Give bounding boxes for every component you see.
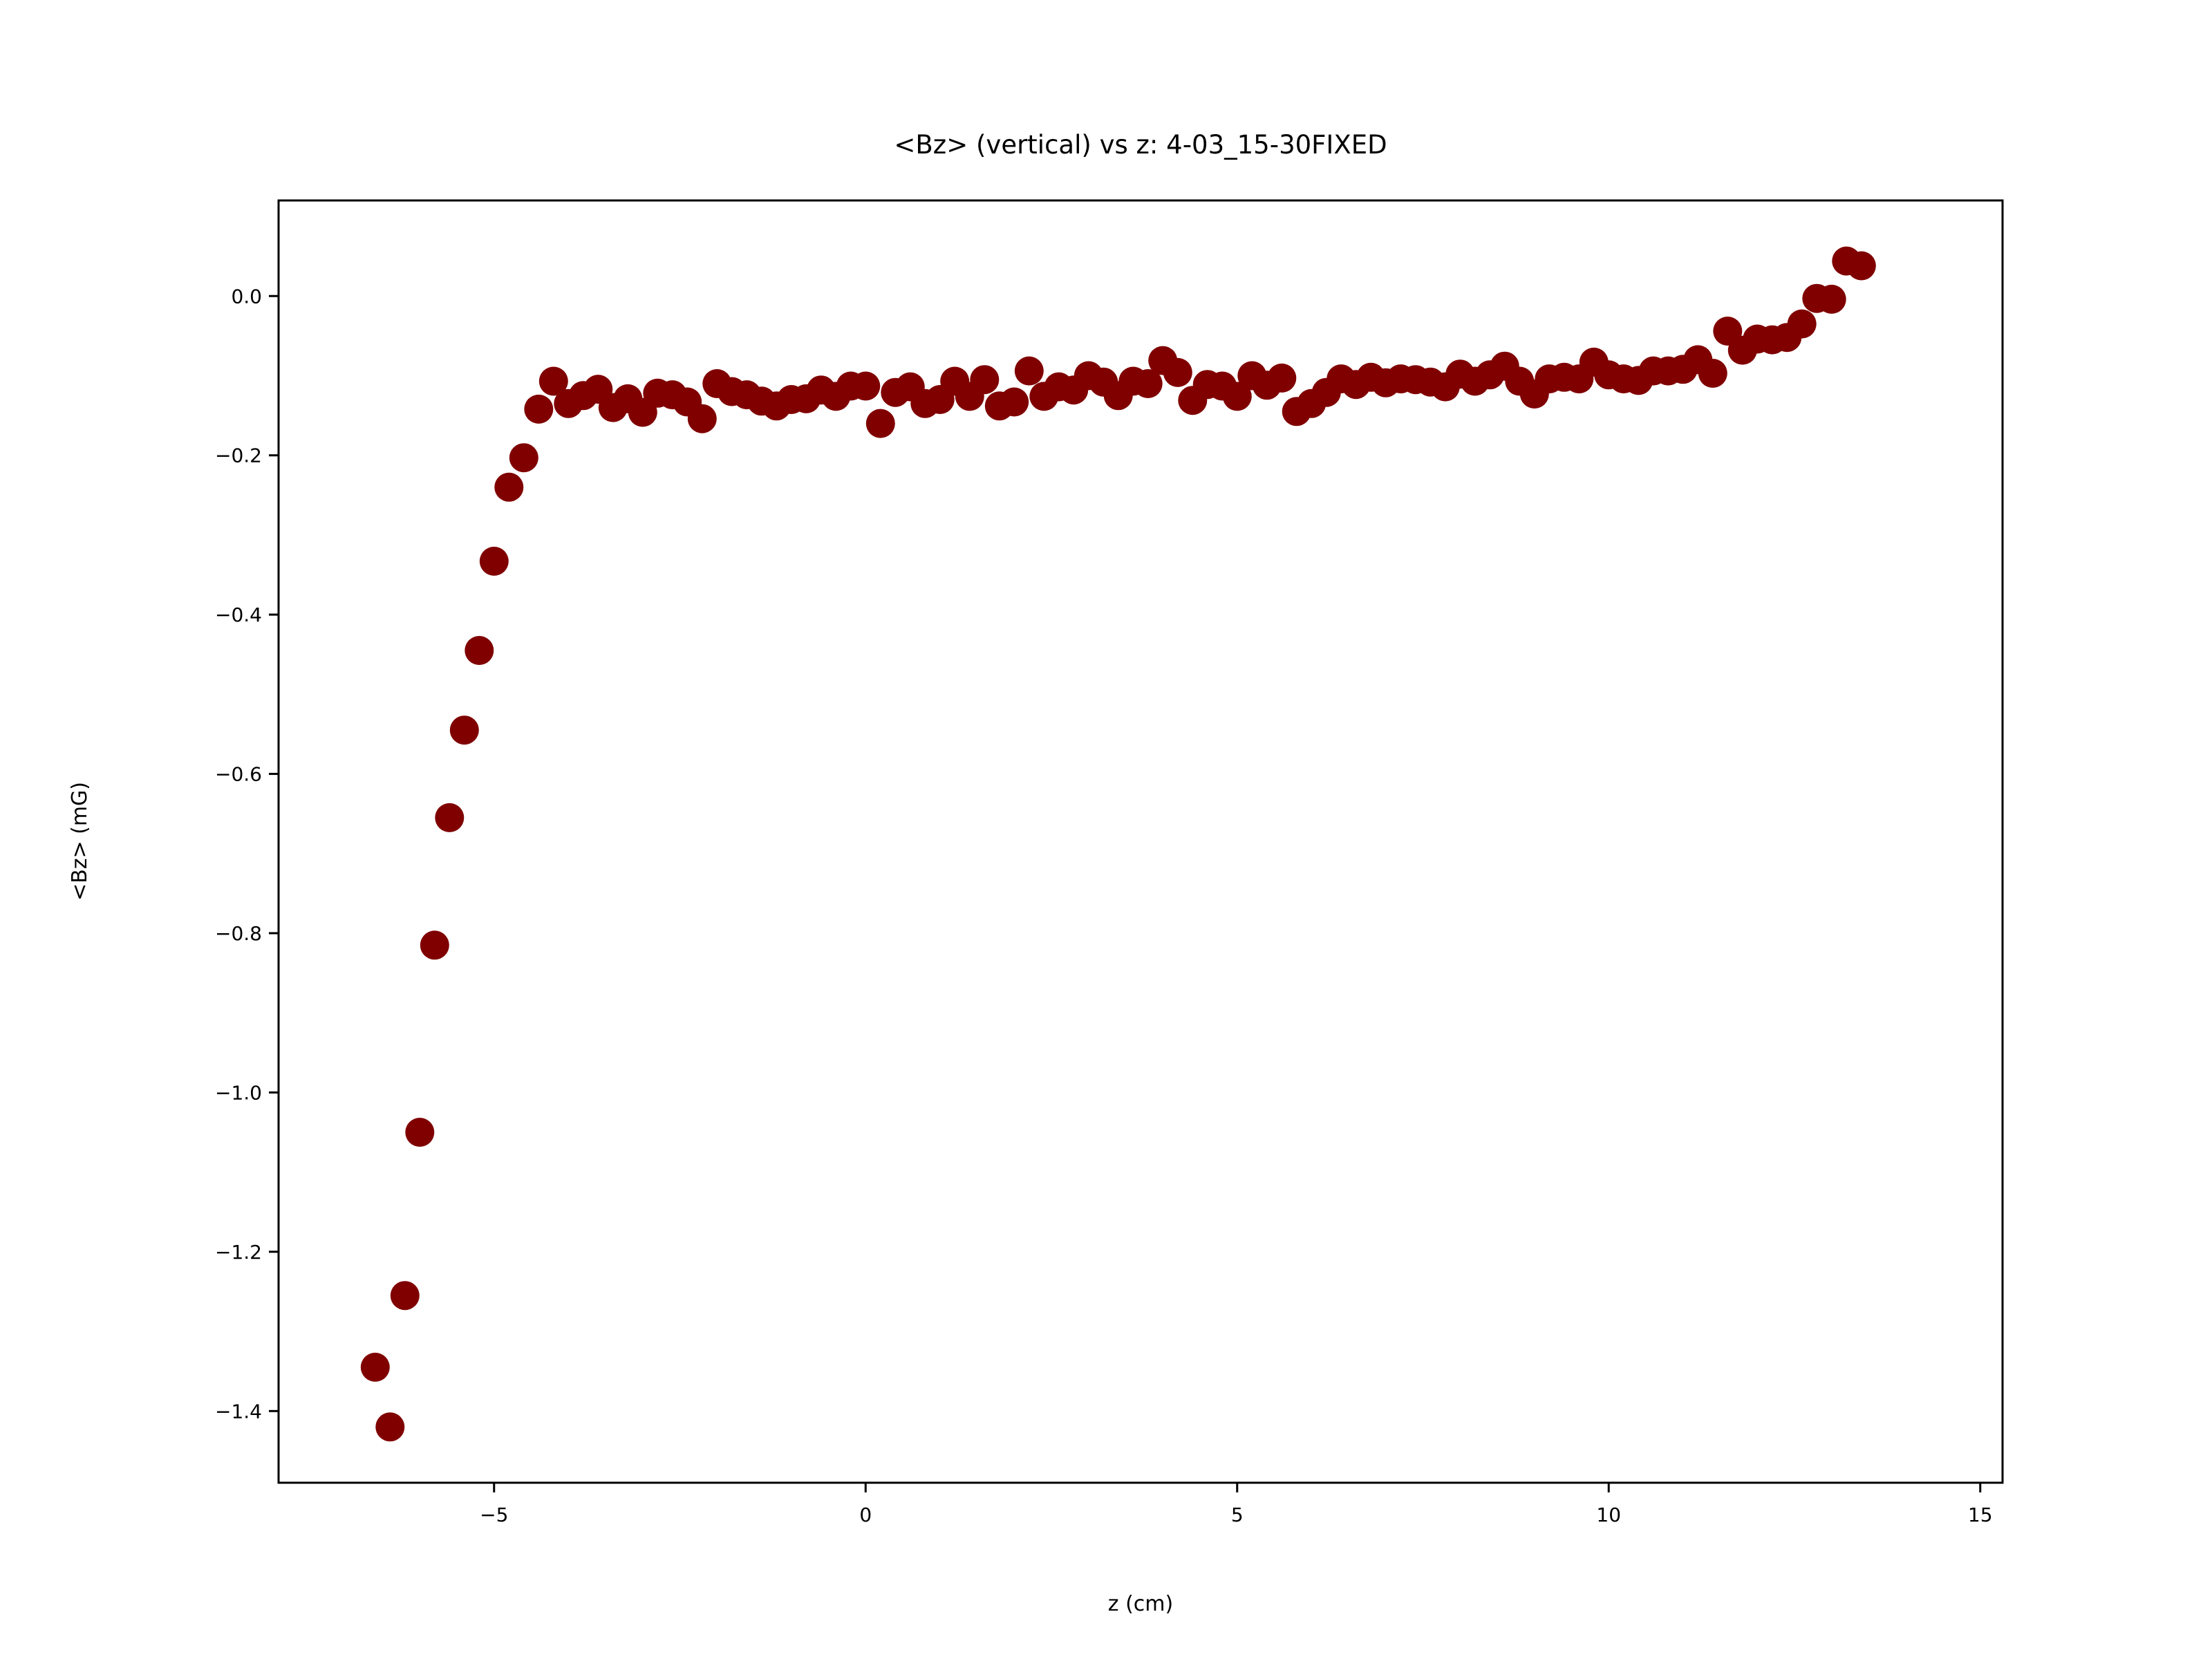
data-point xyxy=(1267,363,1297,393)
data-point xyxy=(1787,309,1817,339)
data-point xyxy=(1698,359,1727,388)
data-point xyxy=(449,715,479,745)
data-point xyxy=(1222,382,1252,411)
data-point xyxy=(1817,284,1846,314)
x-axis-ticks: −5 0 5 10 15 xyxy=(480,1483,1993,1526)
data-point xyxy=(360,1352,390,1382)
data-point xyxy=(524,394,554,424)
plot-area-frame xyxy=(277,199,2004,1484)
data-point xyxy=(465,636,494,665)
data-point xyxy=(405,1118,435,1147)
y-tick-label: −0.8 xyxy=(215,922,262,945)
data-point xyxy=(687,404,717,433)
data-point xyxy=(509,443,538,473)
data-point xyxy=(970,365,1000,395)
y-axis-label: <Bz> (mG) xyxy=(68,782,92,901)
x-tick-label: 5 xyxy=(1231,1503,1244,1526)
data-point xyxy=(1000,387,1029,417)
data-point xyxy=(375,1412,405,1442)
y-tick-label: −0.2 xyxy=(215,444,262,467)
x-tick-label: 15 xyxy=(1968,1503,1993,1526)
y-tick-label: −0.4 xyxy=(215,603,262,626)
x-tick-label: 10 xyxy=(1596,1503,1621,1526)
y-tick-label: −1.4 xyxy=(215,1400,262,1423)
x-tick-label: −5 xyxy=(480,1503,508,1526)
data-point xyxy=(851,371,881,401)
y-tick-label: −1.0 xyxy=(215,1081,262,1104)
data-points xyxy=(360,246,1876,1442)
data-point xyxy=(435,803,465,832)
data-point xyxy=(1846,251,1876,281)
x-tick-label: 0 xyxy=(859,1503,872,1526)
data-point xyxy=(494,472,524,502)
data-point xyxy=(538,366,568,396)
data-point xyxy=(479,546,509,576)
y-tick-label: −1.2 xyxy=(215,1241,262,1264)
data-point xyxy=(1133,369,1163,398)
data-point xyxy=(390,1281,420,1311)
y-tick-label: 0.0 xyxy=(231,285,262,308)
y-axis-ticks: 0.0 −0.2 −0.4 −0.6 −0.8 −1.0 −1.2 −1.4 xyxy=(215,285,279,1423)
data-point xyxy=(420,930,449,960)
x-axis-label: z (cm) xyxy=(1108,1592,1173,1616)
y-tick-label: −0.6 xyxy=(215,763,262,786)
chart-title: <Bz> (vertical) vs z: 4-03_15-30FIXED xyxy=(894,130,1387,160)
data-point xyxy=(1014,356,1044,386)
data-point xyxy=(865,409,895,438)
data-point xyxy=(1163,357,1192,387)
